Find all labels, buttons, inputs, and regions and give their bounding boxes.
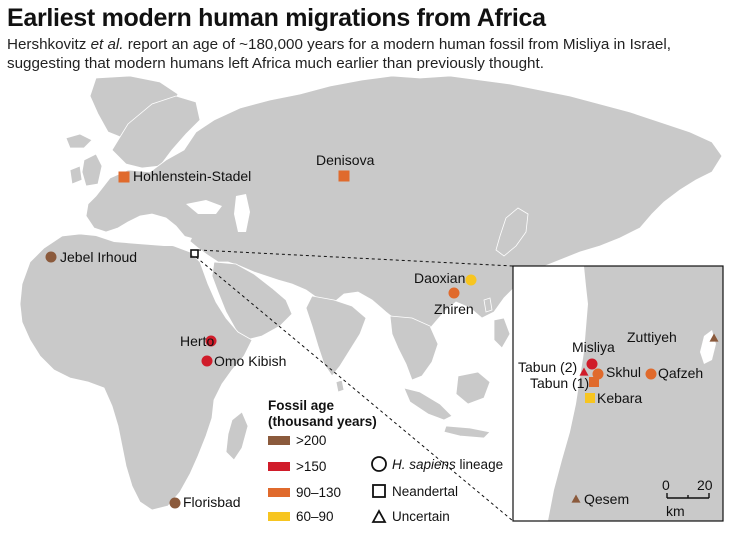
site-label-daoxian: Daoxian — [414, 270, 465, 286]
main-map-markers — [45, 170, 477, 509]
landmass-scandinavia — [111, 95, 201, 169]
inset-label-tabun-2: Tabun (2) — [518, 359, 577, 375]
site-florisbad-marker — [169, 497, 181, 509]
legend-swatch-60-90 — [268, 512, 290, 521]
site-hohlenstein-stadel-marker — [118, 171, 130, 183]
landmass-india — [305, 295, 367, 377]
legend-swatch-150 — [268, 462, 290, 471]
inset-label-qesem: Qesem — [584, 491, 629, 507]
locator-box — [190, 249, 199, 258]
legend-label-60-90: 60–90 — [296, 509, 334, 524]
subtitle-text-end: report an age of ~180,000 years for a mo… — [7, 36, 671, 72]
legend-label-neandertal: Neandertal — [392, 484, 458, 499]
legend: Fossil age (thousand years) >200 >150 90… — [268, 398, 503, 524]
site-herto-marker — [205, 335, 217, 347]
legend-swatch-200 — [268, 436, 290, 445]
inset-skhul-marker — [592, 368, 604, 380]
legend-label-200: >200 — [296, 433, 326, 448]
water-black-sea — [186, 200, 222, 214]
landmass-java — [443, 425, 491, 439]
inset-label-skhul: Skhul — [606, 364, 641, 380]
legend-swatch-90-130 — [268, 488, 290, 497]
site-jebel-irhoud-marker — [45, 251, 57, 263]
inset-qesem-marker — [571, 494, 581, 503]
site-label-hohlenstein-stadel: Hohlenstein-Stadel — [133, 168, 251, 184]
inset-zuttiyeh-marker — [709, 333, 719, 342]
landmass-britain — [81, 153, 103, 187]
leader-line-top — [197, 249, 514, 267]
landmass-philippines — [493, 317, 511, 349]
legend-triangle-icon — [371, 509, 387, 523]
site-label-jebel-irhoud: Jebel Irhoud — [60, 249, 137, 265]
inset-label-tabun-1: Tabun (1) — [530, 375, 589, 391]
site-label-florisbad: Florisbad — [183, 494, 241, 510]
inset-misliya-marker — [586, 358, 598, 370]
landmass-taiwan — [483, 297, 493, 313]
scale-tick-20: 20 — [697, 477, 713, 493]
legend-square-icon — [372, 484, 386, 498]
leader-line-bottom — [195, 256, 514, 522]
landmass-japan — [495, 207, 529, 257]
inset-markers — [571, 333, 719, 503]
legend-label-90-130: 90–130 — [296, 485, 341, 500]
legend-label-sapiens: H. sapiens lineage — [392, 457, 503, 472]
landmass-indochina — [389, 315, 439, 381]
site-label-zhiren: Zhiren — [434, 301, 474, 317]
inset-tabun-1-marker — [589, 377, 599, 387]
site-denisova-marker — [338, 170, 350, 182]
site-daoxian-marker — [465, 274, 477, 286]
water-mediterranean — [96, 228, 192, 246]
inset-label-misliya: Misliya — [572, 339, 615, 355]
legend-title-line1: Fossil age — [268, 398, 335, 413]
landmass-iceland — [65, 133, 93, 149]
scale-tick-0: 0 — [662, 477, 670, 493]
site-label-omo-kibish: Omo Kibish — [214, 353, 286, 369]
legend-title-line2: (thousand years) — [268, 414, 377, 429]
inset-qafzeh-marker — [645, 368, 657, 380]
site-label-denisova: Denisova — [316, 152, 375, 168]
landmass-arabia — [211, 261, 293, 341]
inset-tabun-2-marker — [579, 367, 589, 376]
inset-land — [548, 266, 723, 521]
landmass-sumatra — [403, 387, 453, 421]
landmass-srilanka — [335, 379, 345, 393]
legend-label-150: >150 — [296, 459, 326, 474]
landmass-layer — [19, 75, 723, 511]
legend-label-uncertain: Uncertain — [392, 509, 450, 524]
site-omo-kibish-marker — [201, 355, 213, 367]
figure-title: Earliest modern human migrations from Af… — [7, 4, 546, 32]
legend-label-sapiens-italic: H. sapiens — [392, 457, 456, 472]
landmass-eurasia — [85, 75, 723, 349]
site-label-herto: Herto — [180, 333, 214, 349]
landmass-borneo — [455, 371, 491, 405]
water-caspian-sea — [234, 194, 250, 232]
legend-label-sapiens-rest: lineage — [456, 457, 503, 472]
inset-kebara-marker — [585, 393, 595, 403]
scale-unit-label: km — [666, 503, 685, 519]
inset-label-qafzeh: Qafzeh — [658, 365, 703, 381]
subtitle-italic: et al. — [90, 36, 124, 53]
inset-map — [512, 265, 724, 522]
subtitle-text-start: Hershkovitz — [7, 36, 91, 53]
landmass-ireland — [69, 165, 83, 185]
figure-subtitle: Hershkovitz et al. report an age of ~180… — [7, 35, 732, 73]
landmass-madagascar — [225, 411, 249, 461]
inset-label-kebara: Kebara — [597, 390, 642, 406]
legend-circle-icon — [371, 456, 387, 472]
inset-scale-bar — [666, 493, 710, 499]
site-zhiren-marker — [448, 287, 460, 299]
inset-label-zuttiyeh: Zuttiyeh — [627, 329, 677, 345]
